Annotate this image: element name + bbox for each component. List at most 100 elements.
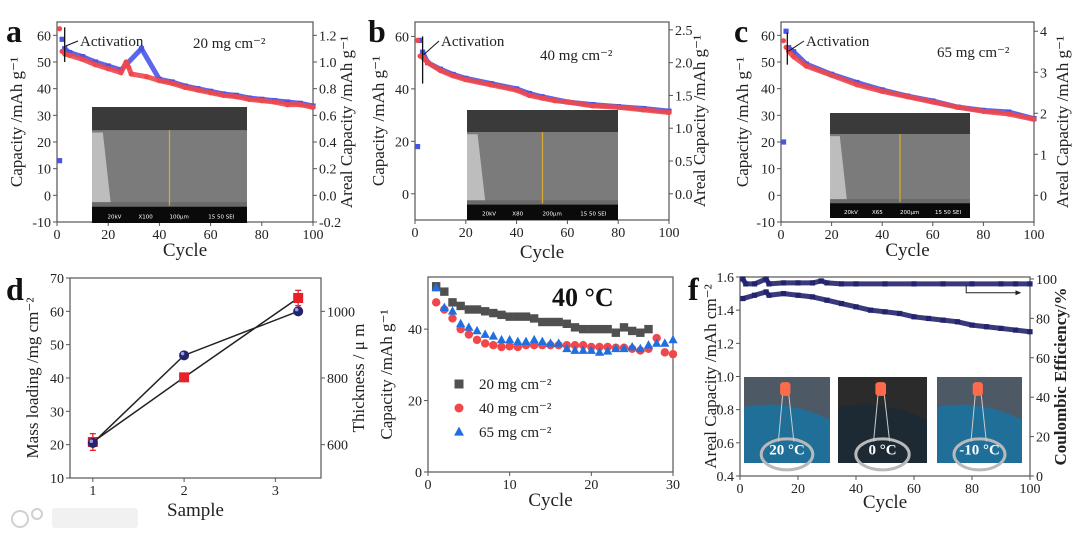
y-left-tick-label: 0.8: [717, 404, 735, 419]
y-left-tick-label: 0: [44, 189, 51, 204]
sem-top-region: [830, 113, 970, 134]
data-point-square: [644, 324, 653, 334]
data-point-square: [925, 315, 932, 322]
data-point-circle: [425, 60, 431, 66]
data-point-circle: [480, 339, 490, 348]
coin-cell: [952, 437, 1007, 472]
data-point-circle: [126, 64, 132, 70]
data-point-triangle: [578, 345, 588, 354]
y-left-tick-label: 0: [402, 188, 409, 203]
data-point-triangle: [586, 345, 596, 354]
y-right-tick-label: 0.8: [319, 83, 337, 98]
y-right-tick-label: 2.5: [675, 24, 693, 39]
data-point-triangle: [619, 343, 629, 353]
data-point-triangle: [635, 343, 645, 353]
y-left-axis-label: Capacity /mAh g⁻¹: [733, 57, 752, 187]
y-left-tick-label: 20: [37, 136, 51, 151]
data-point-circle: [246, 96, 252, 102]
data-point-square: [611, 328, 621, 337]
data-point-circle: [595, 342, 604, 352]
y-left-tick-label: 60: [395, 30, 409, 45]
activation-arrow: [788, 40, 805, 52]
data-point-circle: [668, 349, 678, 359]
data-point-circle: [123, 59, 129, 65]
glove-shape: [838, 404, 927, 463]
panel-d: 1 2 3 10 20 30 40 50 60 70 600 800 1000 Sample Mass lo…: [6, 271, 368, 521]
series-line: [92, 310, 299, 444]
y-left-axis-label: Capacity /mAh g⁻¹: [377, 309, 396, 439]
data-point-square: [969, 322, 975, 328]
y-left-tick-label: 70: [50, 272, 64, 287]
data-point-circle: [980, 108, 987, 114]
data-point-triangle: [594, 347, 605, 356]
data-point-circle: [454, 403, 464, 413]
data-point-triangle: [554, 338, 564, 347]
data-point-circle: [220, 92, 226, 98]
data-point-circle: [310, 104, 316, 110]
y-left-tick-label: 40: [37, 83, 51, 98]
sem-info-text: 20kV: [844, 210, 858, 216]
data-point-square: [521, 312, 531, 321]
plot-frame: [780, 21, 1035, 223]
data-point-circle: [660, 348, 670, 357]
data-point-square: [489, 308, 498, 318]
y-left-tick-label: 60: [37, 29, 51, 44]
data-point-triangle: [513, 336, 523, 346]
x-axis-label: Cycle: [885, 240, 929, 261]
data-point-triangle: [627, 341, 637, 351]
data-point-square: [763, 276, 769, 282]
data-point-circle: [488, 82, 494, 88]
data-point-highlight: [180, 351, 185, 356]
x-tick-label: 100: [1020, 482, 1041, 497]
panel-letter: c: [734, 13, 748, 49]
panel-e: 0 10 20 30 0 20 40 Cycle Capacity /mAh g⁻¹ 40 °C 2…: [377, 276, 680, 511]
series-band: [63, 46, 314, 109]
y-left-tick-label: 1.6: [717, 271, 735, 286]
data-point-triangle: [521, 336, 531, 346]
x-tick-label: 60: [204, 228, 218, 243]
x-tick-label: 20: [459, 226, 473, 241]
data-point-square: [67, 50, 73, 56]
y-right-tick-label: 40: [1036, 391, 1050, 406]
data-point-circle: [930, 99, 936, 105]
y-left-tick-label: 50: [37, 56, 51, 71]
data-point-square: [619, 323, 629, 332]
data-point-triangle: [431, 283, 441, 292]
y-right-tick-label: 4: [1040, 25, 1047, 40]
loading-label: 40 mg cm⁻²: [540, 48, 613, 64]
data-point-square: [911, 314, 917, 320]
panel-a: 0 20 40 60 80 100-100102030405060-0.20.00.20.…: [6, 13, 356, 261]
data-point-square: [838, 300, 845, 307]
y-left-tick-label: 20: [395, 135, 409, 150]
y-right-tick-label: 600: [327, 439, 348, 454]
y-left-tick-label: 40: [408, 323, 422, 338]
data-point-circle: [1006, 111, 1012, 117]
x-tick-label: 10: [503, 478, 517, 493]
panel-letter: d: [6, 271, 24, 307]
y-left-tick-label: 40: [761, 83, 775, 98]
series-capacity: [780, 38, 1037, 122]
data-point-circle: [829, 72, 835, 78]
led-photo-inset: 0 °C: [838, 377, 927, 472]
data-point-circle: [272, 99, 278, 105]
data-point-circle: [118, 70, 124, 76]
glove-shape: [937, 404, 1022, 463]
data-point-sphere: [293, 306, 304, 317]
legend: 20 mg cm⁻² 40 mg cm⁻² 65 mg cm⁻²: [454, 377, 552, 441]
series-20-mg-cm-: [431, 282, 653, 337]
series-band: [420, 55, 670, 115]
data-point-square: [896, 310, 903, 317]
y-left-axis-label: Areal Capacity /mAh cm⁻²: [701, 284, 720, 469]
y-left-axis-label: Capacity /mAh g⁻¹: [369, 56, 388, 186]
data-point-triangle: [537, 336, 547, 346]
data-point-circle: [169, 80, 175, 86]
data-point-square: [546, 317, 555, 327]
y-right-tick-label: 0.2: [319, 163, 337, 178]
x-axis-label: Cycle: [520, 242, 564, 263]
y-right-tick-label: 20: [1036, 431, 1050, 446]
led-bulb: [875, 382, 887, 396]
x-tick-label: 40: [849, 482, 863, 497]
led-lead: [970, 394, 976, 442]
data-point-circle: [284, 102, 290, 108]
led-lead: [788, 394, 795, 442]
